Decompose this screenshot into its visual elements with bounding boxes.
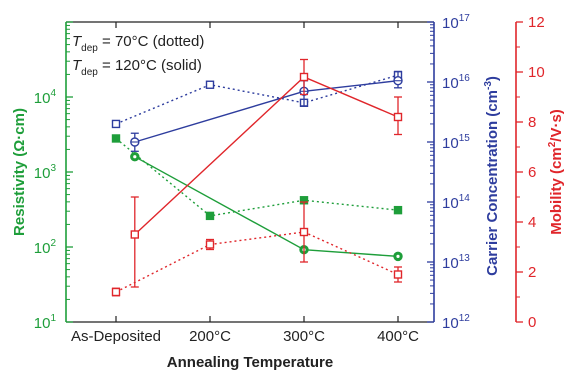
mid-tick-label: 1016 <box>442 73 470 92</box>
data-point <box>111 119 121 129</box>
x-tick-label: As-Deposited <box>71 328 161 345</box>
mid-tick-label: 1014 <box>442 193 470 212</box>
x-tick-label: 300°C <box>283 328 325 345</box>
mid-tick-label: 1013 <box>442 253 470 272</box>
data-point <box>393 270 403 279</box>
data-point <box>205 240 215 249</box>
series-line <box>115 137 399 217</box>
x-axis-label: Annealing Temperature <box>167 354 333 371</box>
axes: As-Deposited 200°C 300°C 400°C101102103104R… <box>11 13 565 345</box>
data-point <box>111 134 121 143</box>
right-tick-label: 8 <box>528 114 536 131</box>
data-point <box>130 230 140 239</box>
x-tick-label: 200°C <box>189 328 231 345</box>
x-tick-label: 400°C <box>377 328 419 345</box>
left-tick-label: 102 <box>34 238 57 257</box>
mid-axis-title: Carrier Concentration (cm-3) <box>483 76 501 276</box>
right-tick-label: 2 <box>528 264 536 281</box>
right-tick-label: 0 <box>528 314 536 331</box>
series-resistivity-solid <box>130 151 403 262</box>
right-tick-label: 4 <box>528 214 536 231</box>
legend: Tdep = 70°C (dotted) Tdep = 120°C (solid) <box>72 33 204 78</box>
series-resistivity-dotted <box>111 134 403 221</box>
data-point-center <box>396 254 400 258</box>
mid-tick-label: 1015 <box>442 133 470 152</box>
data-point-center <box>133 155 137 159</box>
left-axis-title: Resistivity (Ω·cm) <box>11 108 28 236</box>
legend-line: Tdep = 70°C (dotted) <box>72 33 204 54</box>
data-point <box>299 72 309 82</box>
right-tick-label: 10 <box>528 64 545 81</box>
series-mobility-solid <box>130 58 403 288</box>
left-tick-label: 101 <box>34 313 57 332</box>
data-point <box>393 205 403 215</box>
data-point <box>205 80 215 89</box>
series-line <box>115 231 399 293</box>
series-line <box>134 76 399 236</box>
series <box>111 58 403 297</box>
plot-area <box>66 21 434 323</box>
mid-tick-label: 1012 <box>442 313 470 332</box>
data-point <box>393 112 403 122</box>
series-line <box>115 74 399 125</box>
legend-line: Tdep = 120°C (solid) <box>72 57 202 78</box>
data-point <box>205 211 215 221</box>
right-tick-label: 6 <box>528 164 536 181</box>
right-axis-title: Mobility (cm2/V·s) <box>547 109 565 235</box>
data-point <box>111 287 121 297</box>
right-tick-label: 12 <box>528 14 545 31</box>
left-tick-label: 104 <box>34 88 57 107</box>
mid-tick-label: 1017 <box>442 13 470 32</box>
series-mobility-dotted <box>111 201 403 297</box>
data-point <box>299 227 309 237</box>
left-tick-label: 103 <box>34 163 57 182</box>
